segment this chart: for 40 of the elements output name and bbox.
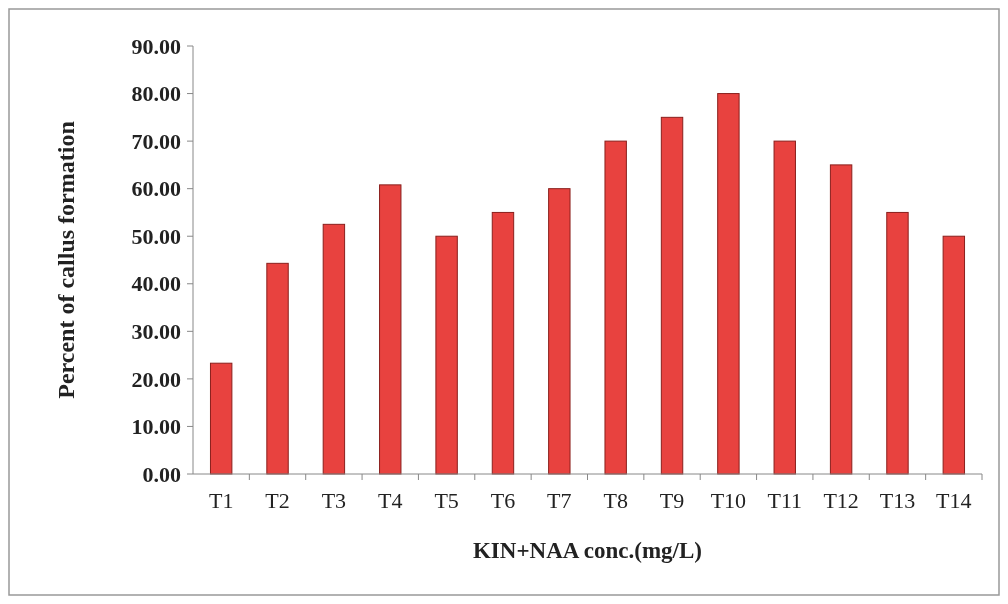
bar bbox=[266, 262, 289, 475]
y-tick-label: 80.00 bbox=[131, 81, 181, 107]
x-tick-label: T10 bbox=[710, 488, 747, 513]
x-tick-label: T13 bbox=[879, 488, 916, 513]
bar bbox=[435, 235, 458, 475]
x-tick-label: T12 bbox=[823, 488, 859, 513]
y-tick-label: 70.00 bbox=[131, 128, 181, 154]
x-tick-label: T11 bbox=[767, 488, 803, 513]
y-tick-label: 40.00 bbox=[131, 271, 181, 297]
y-tick-label: 50.00 bbox=[131, 223, 181, 249]
x-tick-label: T9 bbox=[659, 488, 685, 513]
bar bbox=[773, 140, 796, 475]
x-tick-label: T2 bbox=[265, 488, 290, 513]
y-tick-label: 10.00 bbox=[131, 414, 181, 440]
bar bbox=[886, 211, 909, 475]
y-axis-title: Percent of callus formation bbox=[53, 121, 79, 399]
y-tick-label: 0.00 bbox=[142, 461, 181, 487]
x-tick-label: T6 bbox=[490, 488, 516, 513]
y-tick-label: 30.00 bbox=[131, 319, 181, 345]
bar bbox=[942, 235, 966, 475]
x-tick-label: T14 bbox=[936, 488, 972, 513]
bar bbox=[604, 140, 627, 475]
bar bbox=[660, 116, 684, 475]
y-tick-label: 90.00 bbox=[131, 33, 181, 59]
x-axis-title: KIN+NAA conc.(mg/L) bbox=[472, 538, 703, 563]
x-tick-label: T4 bbox=[378, 488, 403, 513]
bar bbox=[209, 362, 233, 475]
y-tick-label: 60.00 bbox=[131, 176, 181, 202]
bar bbox=[717, 93, 740, 475]
bar bbox=[379, 184, 402, 475]
bar bbox=[491, 211, 515, 475]
x-tick-label: T1 bbox=[208, 488, 234, 513]
x-tick-label: T7 bbox=[547, 488, 572, 513]
y-tick-label: 20.00 bbox=[131, 366, 181, 392]
x-tick-label: T3 bbox=[321, 488, 347, 513]
bar bbox=[322, 223, 346, 475]
bar bbox=[829, 164, 853, 475]
bar bbox=[548, 188, 571, 475]
x-tick-label: T5 bbox=[434, 488, 459, 513]
x-tick-label: T8 bbox=[603, 488, 628, 513]
